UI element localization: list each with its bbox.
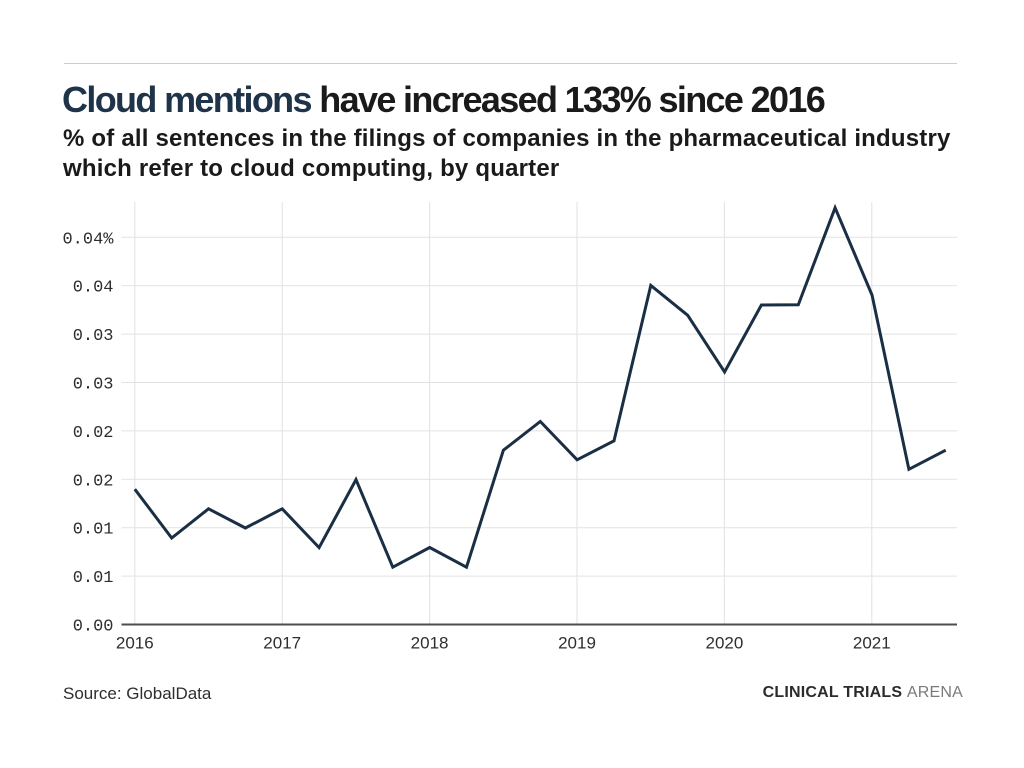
svg-text:0.01: 0.01: [73, 521, 114, 540]
svg-text:0.03: 0.03: [73, 376, 114, 395]
svg-text:0.04%: 0.04%: [62, 230, 114, 249]
svg-text:0.01: 0.01: [73, 569, 114, 588]
svg-text:0.02: 0.02: [73, 424, 114, 443]
svg-text:2018: 2018: [411, 634, 449, 653]
svg-text:2017: 2017: [263, 634, 301, 653]
svg-text:2021: 2021: [853, 634, 891, 653]
svg-text:2019: 2019: [558, 634, 596, 653]
svg-text:0.02: 0.02: [73, 472, 114, 491]
svg-text:2020: 2020: [705, 634, 743, 653]
svg-text:0.00: 0.00: [73, 618, 114, 637]
svg-text:0.04: 0.04: [73, 279, 114, 298]
svg-text:0.03: 0.03: [73, 327, 114, 346]
svg-text:2016: 2016: [116, 634, 154, 653]
